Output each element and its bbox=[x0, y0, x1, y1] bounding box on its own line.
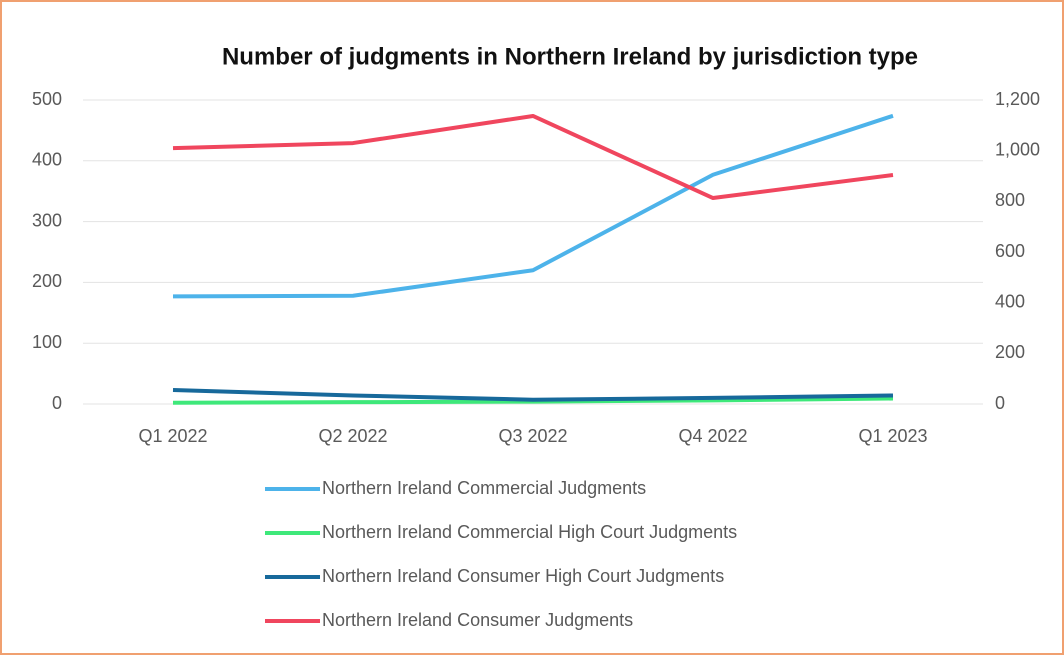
y2-tick-label: 800 bbox=[995, 190, 1025, 210]
y2-tick-label: 1,200 bbox=[995, 89, 1040, 109]
chart-title: Number of judgments in Northern Ireland … bbox=[222, 43, 918, 70]
y-tick-label: 0 bbox=[52, 393, 62, 413]
y-tick-label: 100 bbox=[32, 332, 62, 352]
y-tick-label: 400 bbox=[32, 150, 62, 170]
y2-tick-label: 0 bbox=[995, 393, 1005, 413]
y2-tick-label: 200 bbox=[995, 342, 1025, 362]
y2-tick-label: 600 bbox=[995, 241, 1025, 261]
y-tick-label: 200 bbox=[32, 271, 62, 291]
y2-tick-label: 1,000 bbox=[995, 139, 1040, 159]
series-line bbox=[172, 113, 894, 299]
series-line bbox=[172, 388, 894, 402]
legend-label: Northern Ireland Consumer High Court Jud… bbox=[322, 566, 724, 586]
x-tick-label: Q1 2023 bbox=[858, 426, 927, 446]
y-tick-label: 300 bbox=[32, 210, 62, 230]
legend-label: Northern Ireland Commercial Judgments bbox=[322, 478, 646, 498]
y-tick-label: 500 bbox=[32, 89, 62, 109]
legend-label: Northern Ireland Commercial High Court J… bbox=[322, 522, 737, 542]
x-tick-label: Q1 2022 bbox=[138, 426, 207, 446]
x-tick-label: Q4 2022 bbox=[678, 426, 747, 446]
y2-tick-label: 400 bbox=[995, 291, 1025, 311]
legend-label: Northern Ireland Consumer Judgments bbox=[322, 610, 633, 630]
x-tick-label: Q3 2022 bbox=[498, 426, 567, 446]
series-line bbox=[172, 113, 894, 201]
x-tick-label: Q2 2022 bbox=[318, 426, 387, 446]
